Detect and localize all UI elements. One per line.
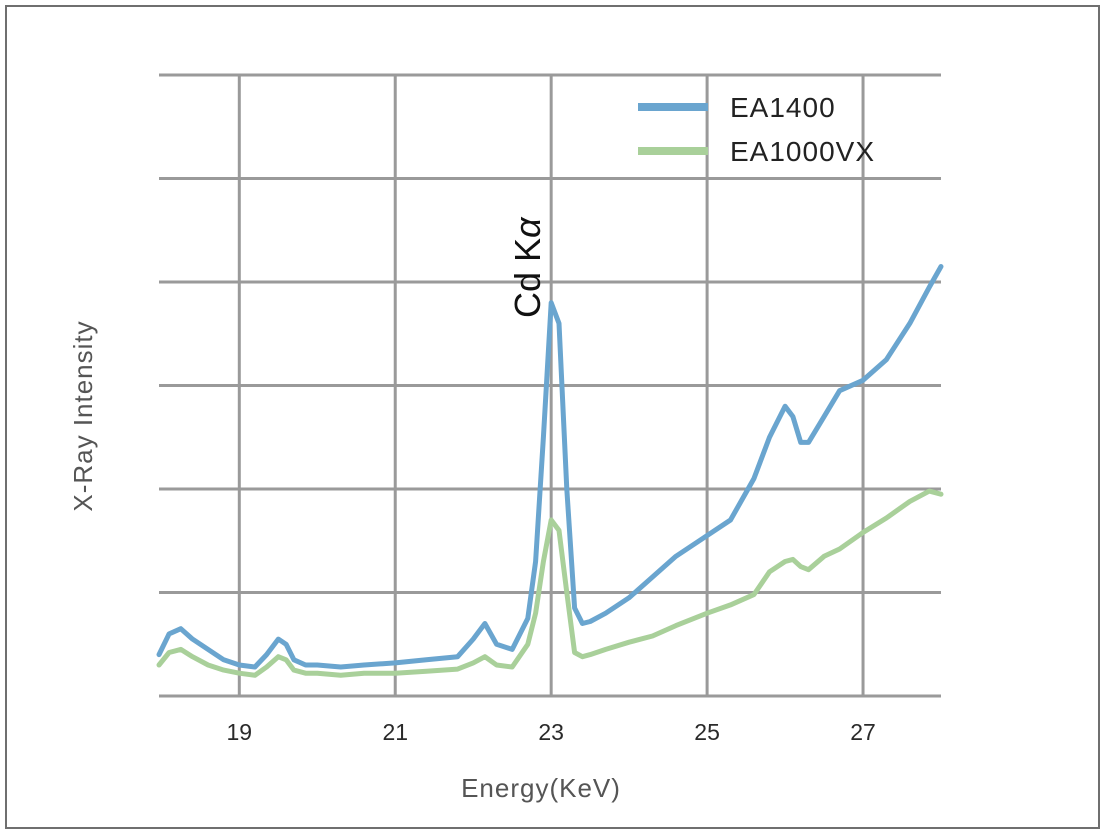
x-axis-title: Energy(KeV) [461,773,621,803]
x-tick-label: 23 [538,719,564,745]
cd-ka-annotation: Cd Kα [507,216,548,318]
legend-label-ea1000vx: EA1000VX [730,136,875,167]
annotation-text: Cd K [507,238,548,318]
annotation-symbol: α [507,216,548,238]
x-tick-label: 27 [850,719,876,745]
x-tick-label: 25 [694,719,720,745]
legend-label-ea1400: EA1400 [730,92,836,123]
x-tick-labels: 19 21 23 25 27 [227,719,876,745]
x-tick-label: 21 [382,719,408,745]
series-line-ea1000vx [156,488,944,678]
series-lines [156,264,944,678]
legend: EA1400 EA1000VX [638,92,875,167]
grid [159,73,941,698]
y-axis-title: X-Ray Intensity [68,320,98,511]
x-tick-label: 19 [227,719,253,745]
series-line-ea1400 [156,264,944,670]
